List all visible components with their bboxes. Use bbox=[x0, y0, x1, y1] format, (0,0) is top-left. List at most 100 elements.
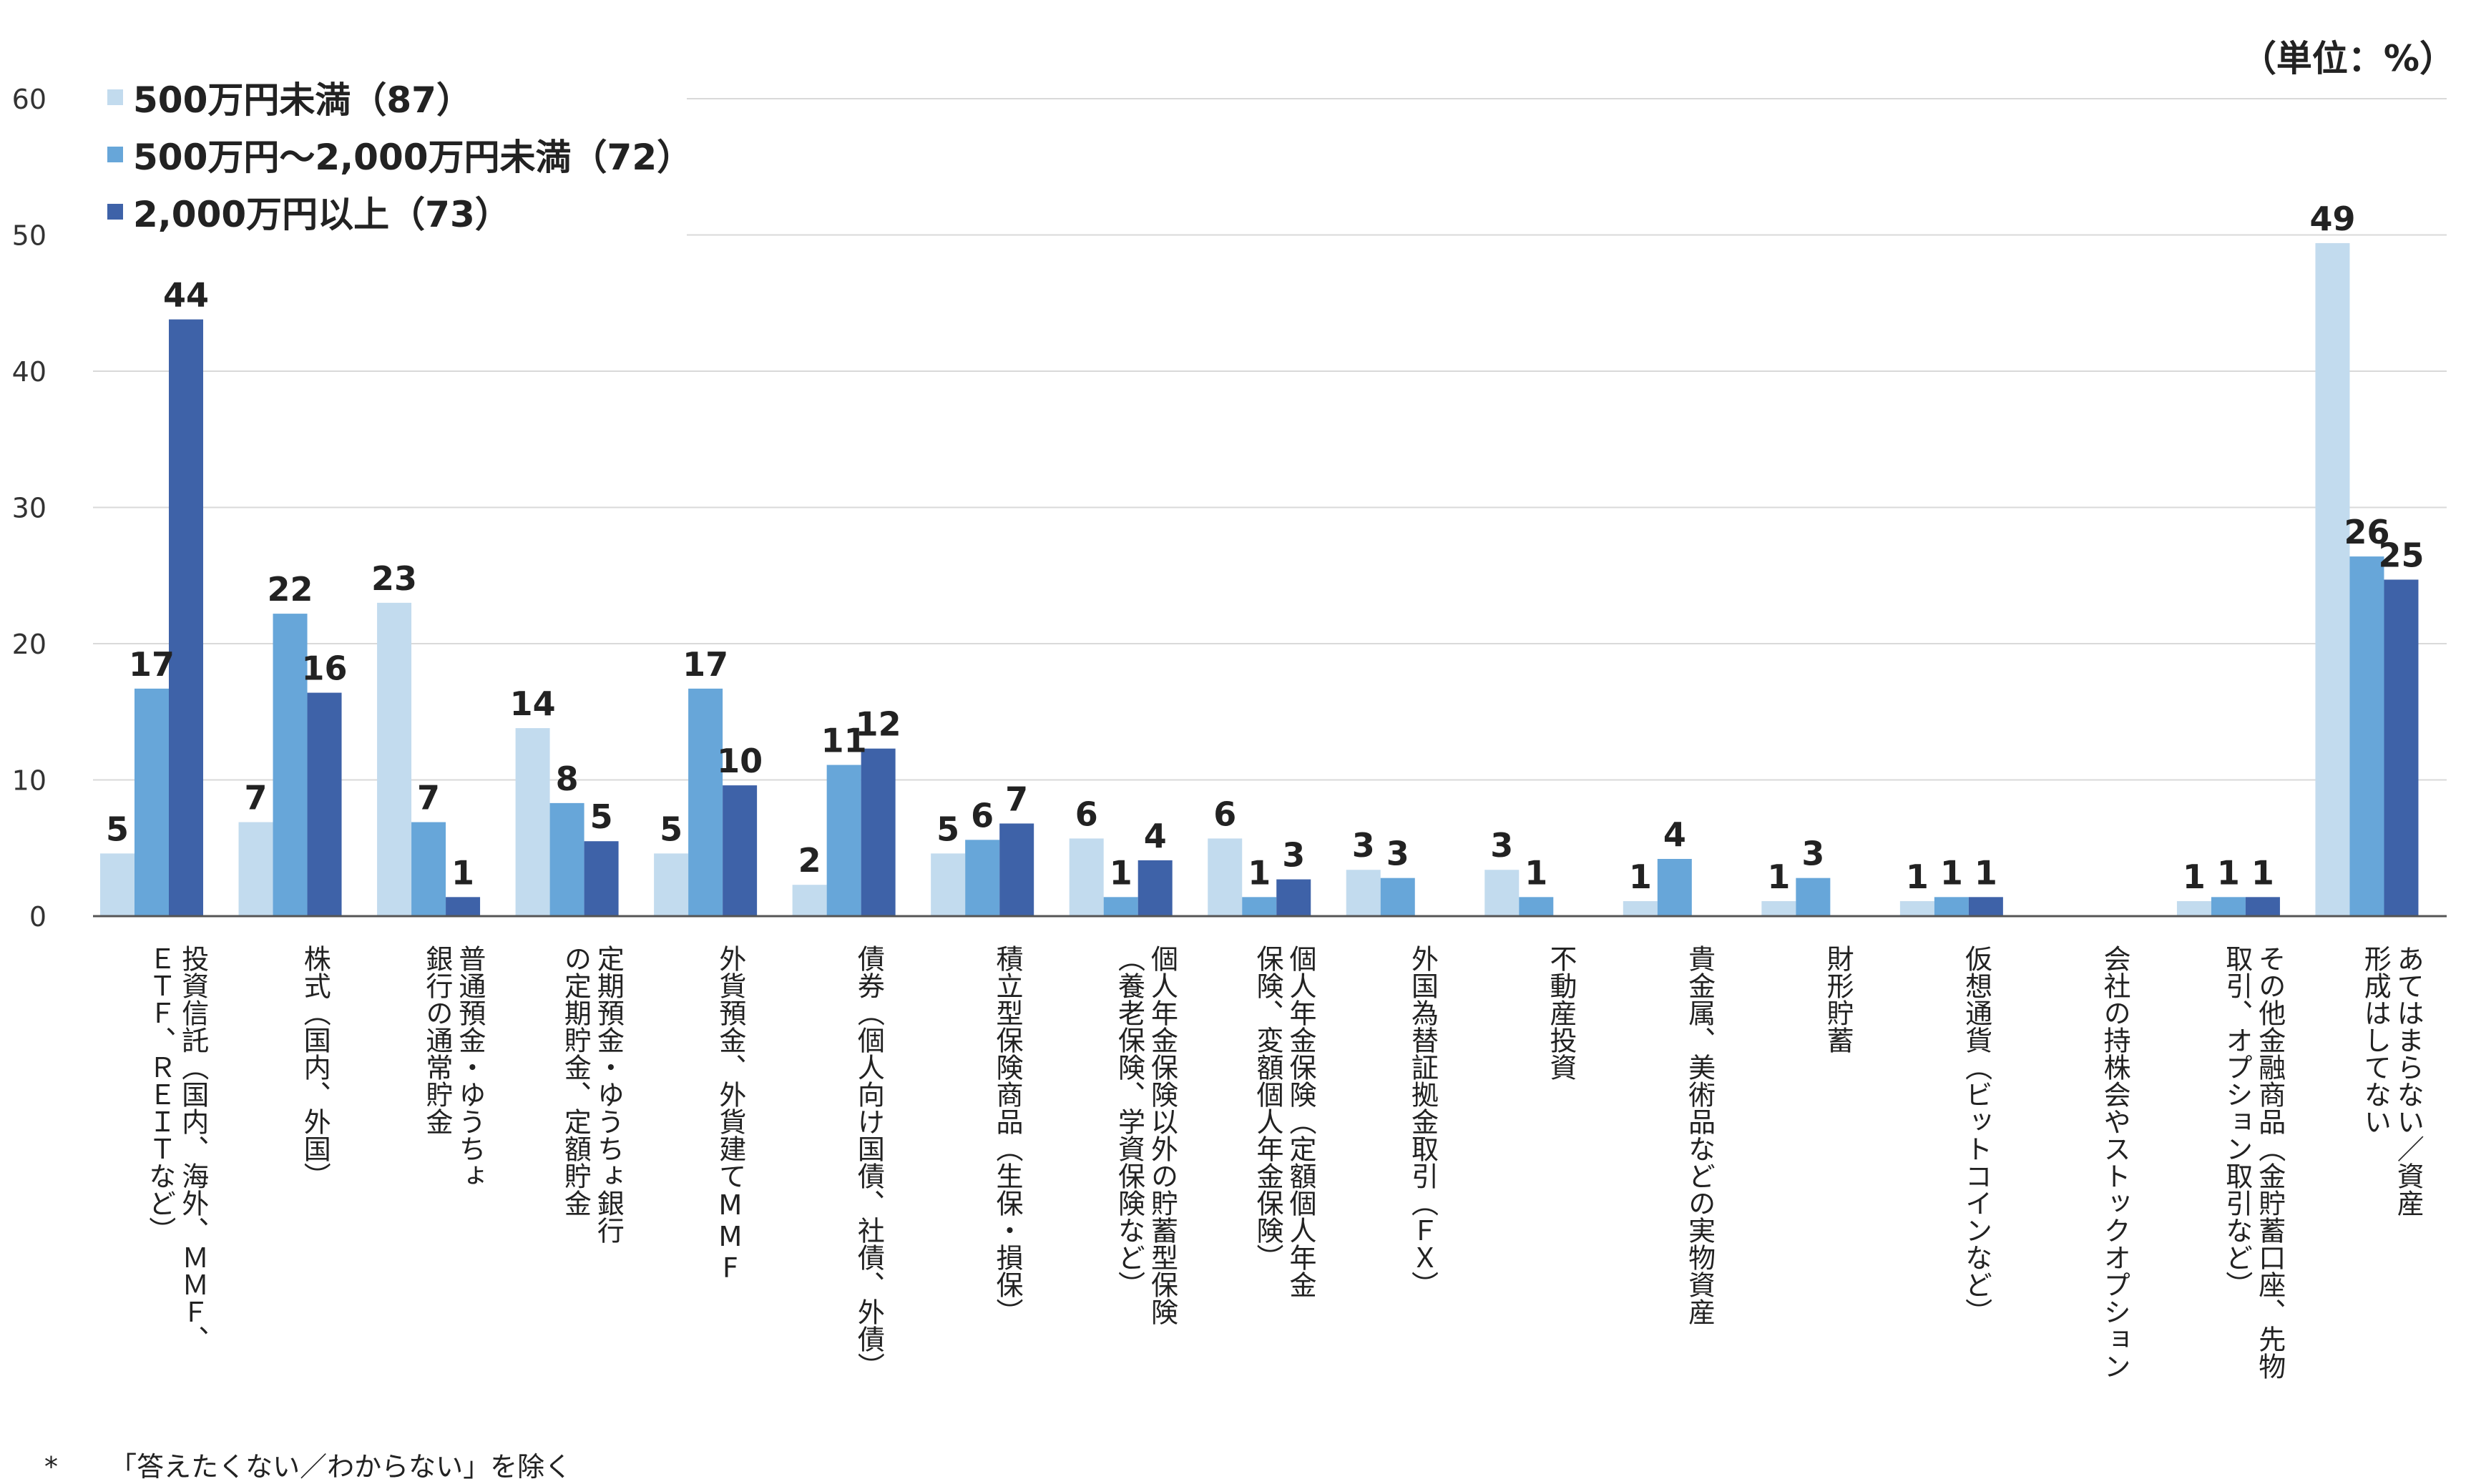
bar-s3-c17 bbox=[2384, 579, 2419, 916]
data-label: 25 bbox=[2378, 536, 2424, 574]
legend-swatch-series1 bbox=[107, 89, 123, 105]
bar-s1-c11 bbox=[1484, 870, 1520, 916]
y-tick-label: 30 bbox=[12, 493, 47, 524]
category-label: 形成はしてない bbox=[2359, 945, 2391, 1135]
data-label: 3 bbox=[1352, 826, 1375, 865]
data-label: 1 bbox=[2183, 858, 2206, 896]
category-label: 投資信託（国内、海外、ＭＭＦ、 bbox=[177, 945, 209, 1352]
data-label: 6 bbox=[1075, 795, 1098, 833]
bar-s3-c4 bbox=[584, 841, 619, 916]
data-label: 5 bbox=[106, 810, 129, 848]
category-label: 取引、オプション取引など） bbox=[2221, 945, 2253, 1298]
category-label: 普通預金・ゆうちょ bbox=[454, 945, 486, 1189]
bar-s2-c16 bbox=[2211, 897, 2246, 916]
footnote-text: 「答えたくない／わからない」を除く bbox=[109, 1451, 572, 1483]
category-label: あてはまらない／資産 bbox=[2392, 945, 2424, 1217]
bar-s1-c10 bbox=[1346, 870, 1381, 916]
data-label: 1 bbox=[1525, 853, 1547, 892]
data-label: 1 bbox=[1248, 853, 1271, 892]
y-tick-label: 40 bbox=[12, 356, 47, 388]
bar-s2-c14 bbox=[1934, 897, 1969, 916]
category-label: の定期貯金、定額貯金 bbox=[559, 945, 591, 1217]
category-label: 貴金属、美術品などの実物資産 bbox=[1684, 945, 1716, 1325]
bar-s1-c12 bbox=[1623, 901, 1658, 916]
legend-item-series3: 2,000万円以上（73） bbox=[107, 183, 693, 240]
bar-s2-c2 bbox=[273, 614, 308, 916]
bar-s1-c8 bbox=[1069, 838, 1104, 916]
legend-label-series3: 2,000万円以上（73） bbox=[133, 194, 511, 235]
legend-item-series2: 500万円〜2,000万円未満（72） bbox=[107, 126, 693, 183]
data-label: 3 bbox=[1386, 835, 1409, 873]
bar-s3-c14 bbox=[1968, 897, 2003, 916]
y-tick-label: 50 bbox=[12, 220, 47, 252]
bar-s3-c1 bbox=[169, 319, 203, 916]
bar-s1-c9 bbox=[1208, 838, 1243, 916]
bar-s2-c12 bbox=[1657, 858, 1692, 916]
bar-s1-c13 bbox=[1761, 901, 1796, 916]
data-label: 4 bbox=[1663, 815, 1686, 854]
data-label: 11 bbox=[821, 722, 867, 760]
bar-s2-c3 bbox=[411, 822, 446, 916]
data-label: 3 bbox=[1801, 835, 1824, 873]
data-label: 1 bbox=[1110, 853, 1132, 892]
data-label: 7 bbox=[417, 779, 440, 817]
data-label: 1 bbox=[1767, 858, 1790, 896]
gridlines bbox=[93, 98, 2447, 781]
data-label: 6 bbox=[971, 796, 994, 835]
bar-s2-c10 bbox=[1380, 878, 1415, 916]
bar-s3-c8 bbox=[1137, 860, 1173, 916]
data-label: 1 bbox=[2251, 853, 2274, 892]
category-label: 外国為替証拠金取引（ＦＸ） bbox=[1407, 945, 1439, 1298]
category-label: 定期預金・ゆうちょ銀行 bbox=[592, 945, 624, 1244]
bar-s1-c6 bbox=[792, 885, 827, 916]
category-label: 不動産投資 bbox=[1545, 945, 1577, 1081]
category-label: ＥＴＦ、ＲＥＩＴなど） bbox=[145, 945, 176, 1244]
bar-s2-c17 bbox=[2349, 556, 2384, 916]
bar-s3-c9 bbox=[1276, 879, 1311, 916]
data-label: 5 bbox=[660, 810, 682, 848]
category-label: 仮想通貨（ビットコインなど） bbox=[1961, 945, 1992, 1325]
data-label: 12 bbox=[856, 705, 901, 744]
bar-s1-c2 bbox=[238, 822, 273, 916]
data-label: 10 bbox=[717, 742, 763, 780]
data-label: 6 bbox=[1213, 795, 1236, 833]
data-label: 3 bbox=[1490, 826, 1513, 865]
bar-s2-c1 bbox=[134, 688, 169, 916]
bar-s3-c6 bbox=[861, 748, 896, 916]
data-label: 17 bbox=[129, 645, 175, 684]
y-tick-label: 10 bbox=[12, 765, 47, 797]
category-label: 財形貯蓄 bbox=[1822, 945, 1854, 1053]
category-label: 個人年金保険以外の貯蓄型保険 bbox=[1146, 945, 1178, 1325]
bar-s3-c16 bbox=[2245, 897, 2280, 916]
bar-s3-c2 bbox=[307, 692, 342, 916]
bar-s1-c16 bbox=[2176, 901, 2211, 916]
footnote-marker: * bbox=[44, 1451, 58, 1483]
legend-label-series1: 500万円未満（87） bbox=[133, 79, 472, 121]
legend-label-series2: 500万円〜2,000万円未満（72） bbox=[133, 137, 693, 178]
category-label: 積立型保険商品（生保・損保） bbox=[992, 945, 1023, 1325]
category-label: 個人年金保険（定額個人年金 bbox=[1285, 945, 1316, 1298]
bar-s1-c3 bbox=[377, 602, 412, 916]
data-label: 17 bbox=[682, 645, 728, 684]
footnote: * 「答えたくない／わからない」を除く bbox=[44, 1445, 572, 1484]
bar-s2-c5 bbox=[688, 688, 723, 916]
data-label: 49 bbox=[2309, 200, 2355, 238]
bar-s2-c7 bbox=[965, 840, 1000, 916]
data-label: 1 bbox=[1975, 853, 1997, 892]
data-label: 16 bbox=[302, 649, 348, 688]
bar-s1-c1 bbox=[100, 853, 134, 916]
legend: 500万円未満（87） 500万円〜2,000万円未満（72） 2,000万円以… bbox=[107, 69, 693, 240]
data-label: 7 bbox=[1005, 780, 1028, 818]
category-label: 債券（個人向け国債、社債、外債） bbox=[853, 945, 884, 1380]
bar-s1-c14 bbox=[1899, 901, 1934, 916]
legend-swatch-series2 bbox=[107, 147, 123, 162]
data-label: 1 bbox=[451, 853, 474, 892]
data-label: 1 bbox=[2217, 853, 2240, 892]
data-label: 7 bbox=[245, 779, 268, 817]
bar-s3-c7 bbox=[999, 823, 1034, 916]
y-tick-label: 20 bbox=[12, 629, 47, 660]
bar-s1-c17 bbox=[2315, 242, 2350, 916]
bar-s2-c8 bbox=[1103, 897, 1138, 916]
